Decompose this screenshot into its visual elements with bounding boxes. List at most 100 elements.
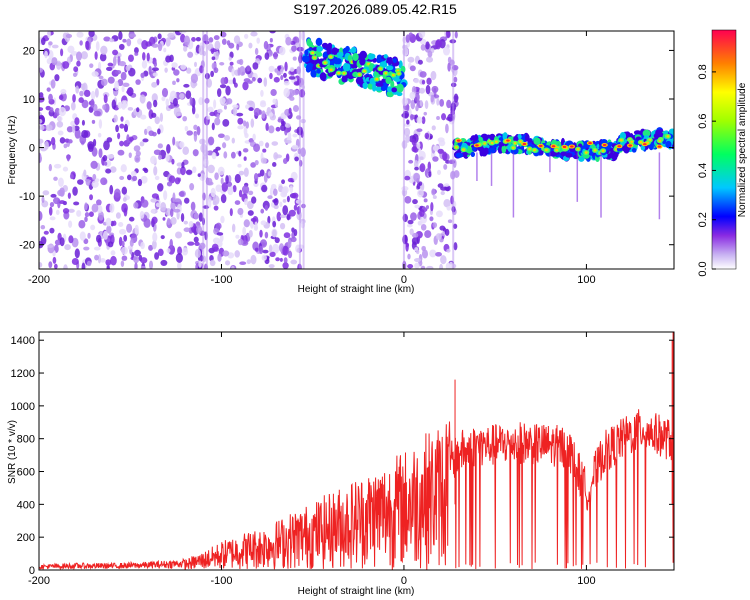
noise-blob	[134, 47, 139, 54]
noise-blob	[438, 139, 446, 147]
noise-blob	[236, 112, 244, 117]
noise-blob	[181, 161, 185, 169]
noise-blob	[97, 132, 102, 138]
noise-blob	[91, 180, 99, 188]
noise-blob	[292, 89, 300, 96]
noise-blob	[229, 208, 233, 217]
noise-blob	[98, 148, 103, 159]
noise-blob	[187, 51, 194, 58]
noise-blob	[98, 119, 103, 129]
noise-blob	[148, 260, 154, 269]
noise-blob	[231, 223, 236, 233]
noise-blob	[136, 107, 140, 113]
noise-streak	[298, 31, 301, 269]
noise-blob	[260, 89, 264, 97]
noise-blob	[140, 72, 145, 78]
noise-blob	[122, 100, 128, 109]
band-blob	[501, 145, 507, 154]
noise-blob	[65, 33, 73, 39]
noise-blob	[135, 79, 141, 85]
noise-blob	[228, 42, 235, 49]
noise-blob	[170, 208, 174, 217]
noise-blob	[220, 193, 227, 204]
noise-blob	[105, 259, 112, 266]
noise-blob	[128, 136, 134, 142]
band-blob	[316, 68, 321, 74]
noise-blob	[166, 181, 173, 187]
noise-blob	[241, 185, 250, 194]
noise-blob	[268, 125, 275, 134]
band-peak-core	[358, 73, 361, 76]
noise-blob	[283, 87, 290, 98]
noise-blob	[259, 229, 263, 238]
noise-blob	[103, 161, 108, 166]
noise-blob	[285, 36, 292, 46]
spectrogram-y-axis: 20 10 0 -10 -20	[19, 45, 674, 252]
noise-blob	[62, 61, 70, 69]
noise-blob	[39, 138, 44, 144]
noise-blob	[112, 55, 117, 66]
noise-blob	[443, 199, 451, 208]
noise-blob	[222, 142, 227, 149]
noise-blob	[140, 175, 148, 184]
noise-blob	[128, 216, 135, 222]
noise-blob	[153, 166, 158, 176]
noise-blob	[281, 187, 288, 197]
noise-blob	[46, 58, 52, 65]
noise-blob	[84, 216, 88, 223]
noise-blob	[141, 39, 149, 50]
noise-blob	[445, 186, 450, 192]
noise-blob	[414, 262, 420, 269]
band-blob	[610, 153, 618, 160]
noise-blob	[167, 32, 175, 38]
snr-y-axis: 0 200 400 600 800 1000 1200 1400	[11, 335, 674, 577]
noise-blob	[237, 67, 241, 76]
snr-x-axis: -200 -100 0 100	[28, 332, 596, 587]
colorbar-tick-label: 0.4	[697, 163, 709, 178]
band-blob	[635, 136, 642, 141]
noise-blob	[96, 234, 102, 243]
noise-blob	[410, 212, 417, 221]
band-peak-core	[375, 77, 379, 81]
noise-blob	[238, 189, 243, 198]
noise-blob	[85, 178, 91, 186]
x-tick-label: 0	[401, 575, 407, 587]
noise-blob	[118, 221, 124, 227]
noise-blob	[407, 264, 414, 269]
noise-blob	[44, 141, 49, 150]
noise-blob	[232, 184, 237, 193]
hot-spot-core	[551, 145, 556, 148]
noise-blob	[444, 228, 450, 237]
noise-blob	[140, 241, 145, 250]
noise-blob	[157, 154, 162, 160]
band-blob	[633, 130, 642, 135]
noise-blob	[237, 163, 242, 168]
noise-blob	[141, 60, 148, 69]
noise-blob	[253, 143, 261, 152]
noise-blob	[140, 114, 147, 120]
noise-blob	[210, 70, 215, 78]
noise-blob	[93, 246, 101, 251]
noise-blob	[137, 38, 143, 45]
noise-blob	[185, 90, 192, 100]
noise-blob	[223, 151, 228, 159]
noise-blob	[428, 171, 432, 178]
noise-blob	[89, 63, 94, 69]
noise-blob	[429, 216, 434, 222]
band-peak-core	[313, 56, 316, 59]
y-tick-label: 10	[23, 94, 35, 106]
noise-blob	[409, 228, 414, 236]
noise-blob	[282, 245, 289, 256]
noise-blob	[178, 191, 185, 197]
noise-blob	[120, 164, 127, 173]
noise-blob	[85, 40, 90, 50]
noise-blob	[217, 253, 222, 262]
noise-blob	[196, 125, 201, 136]
noise-blob	[417, 221, 422, 226]
noise-blob	[90, 98, 95, 109]
colorbar-label: Normalized spectral amplitude	[737, 82, 748, 217]
noise-blob	[125, 65, 131, 72]
noise-blob	[262, 148, 267, 153]
noise-blob	[52, 256, 57, 264]
noise-blob	[259, 101, 267, 108]
